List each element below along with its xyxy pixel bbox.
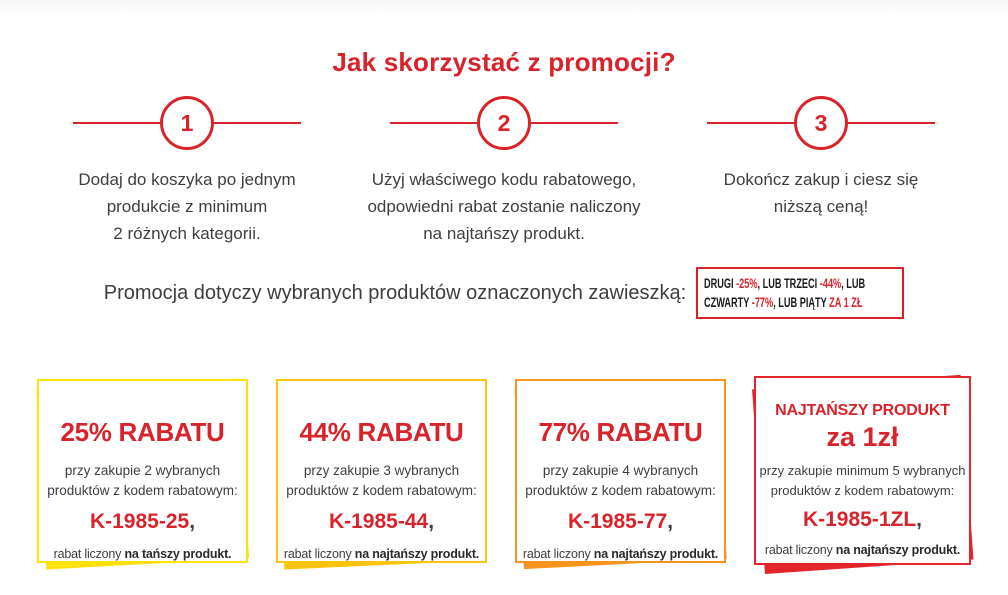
discount-card-1zl: NAJTAŃSZY PRODUKT za 1zł przy zakupie mi… (752, 374, 974, 575)
card-body: przy zakupie minimum 5 wybranych produkt… (760, 461, 966, 501)
step-2-line-3: na najtańszy produkt. (423, 224, 585, 243)
badge-text: , LUB TRZECI (757, 276, 821, 291)
card-note: rabat liczony na najtańszy produkt. (284, 547, 479, 561)
card-note: rabat liczony na najtańszy produkt. (765, 543, 960, 557)
step-1-line-wrap: 1 (37, 96, 337, 152)
code-value: K-1985-1ZL (802, 508, 917, 531)
card-heading: 77% RABATU (538, 417, 703, 447)
badge-discount-44: -44% (820, 276, 842, 291)
card-body: przy zakupie 2 wybranych produktów z kod… (47, 461, 238, 501)
discount-card-77: 77% RABATU przy zakupie 4 wybranych prod… (514, 378, 727, 570)
step-1-line-3: 2 różnych kategorii. (113, 224, 261, 243)
card-heading-big: za 1zł (826, 422, 899, 452)
step-3-circle: 3 (794, 96, 848, 150)
card-body-line-2: produktów z kodem rabatowym: (525, 483, 716, 498)
badge-line-1: DRUGI -25%, LUB TRZECI -44%, LUB (704, 274, 865, 293)
card-body-line-1: przy zakupie minimum 5 wybranych (759, 463, 966, 478)
badge-discount-77: -77% (752, 295, 774, 310)
discount-card-25: 25% RABATU przy zakupie 2 wybranych prod… (36, 378, 250, 570)
promo-row: Promocja dotyczy wybranych produktów ozn… (0, 267, 1008, 319)
card-body: przy zakupie 4 wybranych produktów z kod… (525, 461, 716, 501)
step-2-circle: 2 (477, 96, 531, 150)
badge-discount-25: -25% (736, 276, 758, 291)
card-face: 44% RABATU przy zakupie 3 wybranych prod… (276, 379, 487, 563)
note-text: rabat liczony (53, 547, 125, 561)
price-tag-badge: DRUGI -25%, LUB TRZECI -44%, LUB CZWARTY… (696, 267, 905, 319)
card-body-line-2: produktów z kodem rabatowym: (47, 483, 238, 498)
code-suffix: , (189, 510, 196, 533)
card-body-line-2: produktów z kodem rabatowym: (770, 483, 955, 498)
step-1-line-2: produkcie z minimum (106, 197, 268, 216)
badge-price-1zl: ZA 1 ZŁ (829, 295, 863, 310)
card-body-line-1: przy zakupie 3 wybranych (303, 463, 460, 478)
page-title: Jak skorzystać z promocji? (332, 47, 676, 78)
card-body-line-1: przy zakupie 2 wybranych (64, 463, 221, 478)
step-3-line-wrap: 3 (671, 96, 971, 152)
step-1-description: Dodaj do koszyka po jednym produkcie z m… (37, 166, 337, 247)
step-1-line-1: Dodaj do koszyka po jednym (78, 170, 296, 189)
code-suffix: , (667, 510, 674, 533)
note-bold: na tańszy produkt. (124, 547, 232, 561)
discount-card-44: 44% RABATU przy zakupie 3 wybranych prod… (276, 379, 488, 570)
badge-text: , LUB (841, 276, 866, 291)
note-bold: na najtańszy produkt. (835, 543, 961, 557)
card-body-line-1: przy zakupie 4 wybranych (542, 463, 699, 478)
step-2-line-2: odpowiedni rabat zostanie naliczony (367, 197, 641, 216)
card-body: przy zakupie 3 wybranych produktów z kod… (286, 461, 477, 501)
step-3-number: 3 (814, 109, 828, 136)
note-text: rabat liczony (522, 547, 594, 561)
step-3: 3 Dokończ zakup i ciesz się niższą ceną! (671, 96, 971, 247)
card-face: 77% RABATU przy zakupie 4 wybranych prod… (515, 379, 726, 563)
badge-text: DRUGI (704, 276, 737, 291)
note-bold: na najtańszy produkt. (354, 547, 480, 561)
step-1-circle: 1 (160, 96, 214, 150)
step-3-description: Dokończ zakup i ciesz się niższą ceną! (671, 166, 971, 220)
discount-cards-section: 25% RABATU przy zakupie 2 wybranych prod… (0, 374, 1008, 575)
card-face: NAJTAŃSZY PRODUKT za 1zł przy zakupie mi… (754, 376, 971, 565)
step-2-description: Użyj właściwego kodu rabatowego, odpowie… (354, 166, 654, 247)
step-1: 1 Dodaj do koszyka po jednym produkcie z… (37, 96, 337, 247)
step-2-number: 2 (497, 109, 511, 136)
card-note: rabat liczony na tańszy produkt. (54, 547, 232, 561)
badge-text: , LUB PIĄTY (773, 295, 830, 310)
discount-code: K-1985-1ZL, (803, 508, 922, 532)
step-2-line-wrap: 2 (354, 96, 654, 152)
discount-code: K-1985-44, (329, 510, 434, 534)
badge-text: CZWARTY (704, 295, 753, 310)
promo-sentence: Promocja dotyczy wybranych produktów ozn… (103, 281, 687, 304)
badge-line-2: CZWARTY -77%, LUB PIĄTY ZA 1 ZŁ (704, 293, 862, 312)
code-value: K-1985-44 (328, 510, 429, 533)
step-1-number: 1 (180, 109, 194, 136)
card-body-line-2: produktów z kodem rabatowym: (286, 483, 477, 498)
top-fade-decoration (0, 0, 1008, 16)
code-value: K-1985-25 (89, 510, 190, 533)
code-suffix: , (428, 510, 435, 533)
code-suffix: , (916, 508, 923, 531)
card-heading: 44% RABATU (299, 417, 464, 447)
step-3-line-1: Dokończ zakup i ciesz się (723, 170, 919, 189)
card-heading: 25% RABATU (60, 417, 225, 447)
step-2-line-1: Użyj właściwego kodu rabatowego, (371, 170, 637, 189)
note-text: rabat liczony (764, 543, 836, 557)
step-2: 2 Użyj właściwego kodu rabatowego, odpow… (354, 96, 654, 247)
steps-section: 1 Dodaj do koszyka po jednym produkcie z… (0, 96, 1008, 247)
note-bold: na najtańszy produkt. (593, 547, 719, 561)
code-value: K-1985-77 (567, 510, 668, 533)
discount-code: K-1985-77, (568, 510, 673, 534)
card-face: 25% RABATU przy zakupie 2 wybranych prod… (37, 379, 248, 563)
card-heading-small: NAJTAŃSZY PRODUKT (775, 402, 950, 419)
step-3-line-2: niższą ceną! (773, 197, 869, 216)
card-note: rabat liczony na najtańszy produkt. (523, 547, 718, 561)
note-text: rabat liczony (283, 547, 355, 561)
discount-code: K-1985-25, (90, 510, 195, 534)
